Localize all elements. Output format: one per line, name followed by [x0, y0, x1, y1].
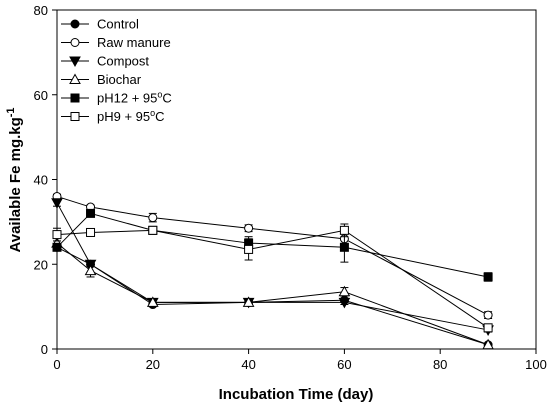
series-3: [51, 198, 494, 336]
data-point: [52, 242, 62, 252]
legend-item: Raw manure: [61, 35, 171, 50]
data-point: [148, 213, 158, 223]
x-tick-label: 80: [433, 357, 447, 372]
data-point: [242, 296, 255, 307]
legend-label: Raw manure: [97, 35, 171, 50]
series-line: [56, 246, 489, 346]
data-point: [86, 227, 96, 237]
series-line: [56, 195, 489, 316]
legend-label: Control: [97, 17, 139, 32]
y-tick-label: 20: [34, 257, 48, 272]
data-point: [51, 198, 63, 209]
data-point: [84, 264, 97, 276]
series-4: [51, 237, 494, 350]
y-tick-label: 40: [34, 173, 48, 188]
data-point: [244, 244, 254, 254]
data-point: [483, 310, 493, 320]
legend-label: Compost: [97, 54, 149, 69]
data-point: [70, 38, 80, 47]
data-point: [148, 225, 158, 235]
series-line: [56, 229, 489, 329]
tick-group: 0 20 40 60 80 100 0 20 40 60 80: [34, 3, 547, 372]
data-point: [339, 225, 349, 235]
x-tick-label: 0: [53, 357, 60, 372]
legend: Control Raw manure Compost Biochar pH12 + 95…: [61, 17, 172, 124]
data-point: [338, 297, 351, 309]
legend-label: pH12 + 95oC: [97, 90, 172, 106]
x-tick-label: 100: [525, 357, 547, 372]
data-point: [69, 73, 81, 84]
x-tick-label: 60: [337, 357, 351, 372]
x-tick-label: 20: [146, 357, 160, 372]
data-point: [339, 242, 349, 252]
legend-item: Compost: [61, 54, 149, 69]
data-point: [70, 93, 80, 103]
legend-item: pH9 + 95oC: [61, 108, 165, 124]
data-point: [52, 230, 62, 240]
legend-item: pH12 + 95oC: [61, 90, 172, 106]
y-axis-title-superscript: -1: [5, 107, 17, 117]
series-1: [52, 242, 493, 350]
legend-label: Biochar: [97, 72, 142, 87]
data-point: [244, 223, 254, 233]
legend-item: Biochar: [61, 72, 142, 87]
x-tick-label: 40: [241, 357, 255, 372]
data-point: [483, 323, 493, 333]
y-axis-title-main: Available Fe mg.kg: [7, 117, 24, 252]
y-tick-label: 0: [41, 342, 48, 357]
y-tick-label: 80: [34, 3, 48, 18]
data-point: [69, 56, 81, 68]
y-axis-title: Available Fe mg.kg-1: [5, 107, 24, 252]
series-5: [52, 208, 493, 282]
series-line: [56, 242, 489, 346]
data-point: [70, 112, 80, 121]
series-line: [56, 212, 489, 278]
x-axis-title: Incubation Time (day): [219, 386, 374, 403]
data-point: [338, 285, 351, 297]
series-layer: [51, 191, 494, 350]
legend-label: pH9 + 95oC: [97, 108, 165, 124]
data-point: [482, 338, 494, 350]
y-tick-label: 60: [34, 88, 48, 103]
data-point: [86, 208, 96, 218]
data-point: [483, 272, 493, 282]
legend-item: Control: [61, 17, 139, 32]
data-point: [70, 19, 80, 29]
data-point: [146, 296, 159, 307]
series-6: [52, 223, 493, 333]
